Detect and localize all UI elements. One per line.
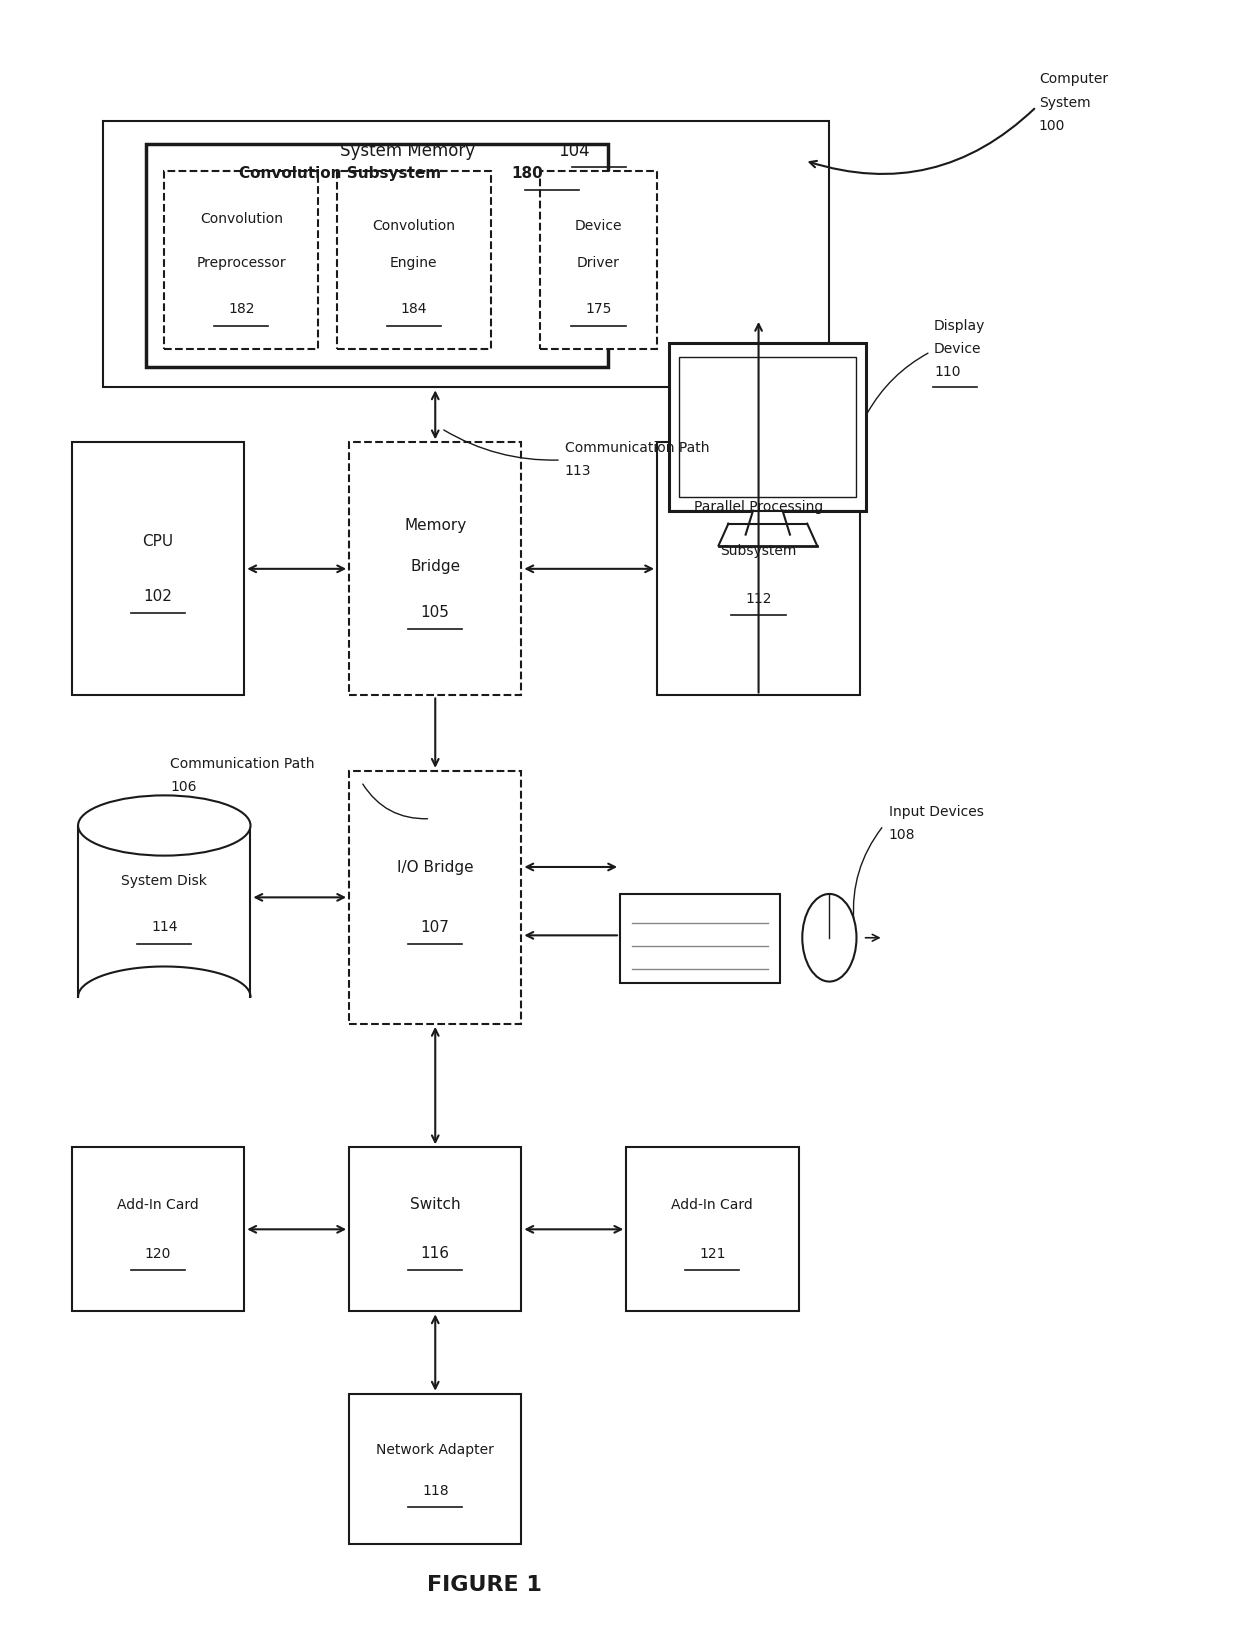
Text: Switch: Switch xyxy=(410,1197,460,1212)
Text: Convolution Subsystem: Convolution Subsystem xyxy=(239,167,441,182)
Text: I/O Bridge: I/O Bridge xyxy=(397,860,474,875)
Text: Display: Display xyxy=(934,319,986,334)
Text: Subsystem: Subsystem xyxy=(720,545,797,558)
Text: 184: 184 xyxy=(401,302,427,317)
Bar xyxy=(620,893,780,982)
Bar xyxy=(164,172,319,348)
Text: 182: 182 xyxy=(228,302,254,317)
Bar xyxy=(670,343,867,510)
Ellipse shape xyxy=(802,893,857,982)
Text: Computer: Computer xyxy=(1039,73,1107,86)
Bar xyxy=(539,172,657,348)
Text: Driver: Driver xyxy=(577,256,620,269)
Text: 110: 110 xyxy=(934,365,961,380)
Text: Add-In Card: Add-In Card xyxy=(672,1197,753,1212)
Text: Input Devices: Input Devices xyxy=(889,804,983,819)
Text: 105: 105 xyxy=(420,606,450,621)
Bar xyxy=(72,1147,244,1311)
Text: Communication Path: Communication Path xyxy=(170,756,315,771)
Text: 108: 108 xyxy=(889,829,915,842)
Text: 118: 118 xyxy=(422,1484,449,1497)
Text: Memory: Memory xyxy=(404,517,466,533)
Text: 106: 106 xyxy=(170,781,197,794)
Text: Device: Device xyxy=(934,342,982,357)
Text: Preprocessor: Preprocessor xyxy=(196,256,286,269)
Text: 175: 175 xyxy=(585,302,611,317)
Text: 102: 102 xyxy=(144,589,172,604)
Text: Convolution: Convolution xyxy=(372,220,455,233)
Bar xyxy=(146,144,608,367)
Bar xyxy=(337,172,491,348)
Polygon shape xyxy=(745,510,790,535)
Text: 107: 107 xyxy=(420,920,450,934)
Text: 100: 100 xyxy=(1039,119,1065,134)
Bar xyxy=(72,442,244,695)
Text: Device: Device xyxy=(574,220,622,233)
Text: System Disk: System Disk xyxy=(122,873,207,888)
Bar xyxy=(348,771,522,1024)
Text: System: System xyxy=(1039,96,1090,109)
Bar xyxy=(348,442,522,695)
Text: System Memory: System Memory xyxy=(340,142,475,160)
Bar xyxy=(103,121,830,388)
Text: CPU: CPU xyxy=(143,533,174,548)
Text: 104: 104 xyxy=(558,142,590,160)
Bar xyxy=(657,442,861,695)
Text: 114: 114 xyxy=(151,921,177,934)
Text: Parallel Processing: Parallel Processing xyxy=(694,500,823,513)
Text: 120: 120 xyxy=(145,1247,171,1261)
Bar xyxy=(680,357,857,497)
Text: Communication Path: Communication Path xyxy=(564,441,709,454)
Bar xyxy=(626,1147,799,1311)
Text: Engine: Engine xyxy=(389,256,438,269)
Ellipse shape xyxy=(78,796,250,855)
Text: FIGURE 1: FIGURE 1 xyxy=(427,1575,542,1595)
Bar xyxy=(348,1147,522,1311)
Text: Bridge: Bridge xyxy=(410,558,460,573)
Text: 112: 112 xyxy=(745,593,771,606)
Text: 121: 121 xyxy=(699,1247,725,1261)
Bar xyxy=(348,1393,522,1544)
Text: Network Adapter: Network Adapter xyxy=(376,1443,495,1456)
Text: Convolution: Convolution xyxy=(200,211,283,226)
Text: 180: 180 xyxy=(511,167,543,182)
Text: 113: 113 xyxy=(564,464,591,477)
Text: Add-In Card: Add-In Card xyxy=(118,1197,198,1212)
Text: 116: 116 xyxy=(420,1247,450,1261)
Polygon shape xyxy=(718,523,817,545)
